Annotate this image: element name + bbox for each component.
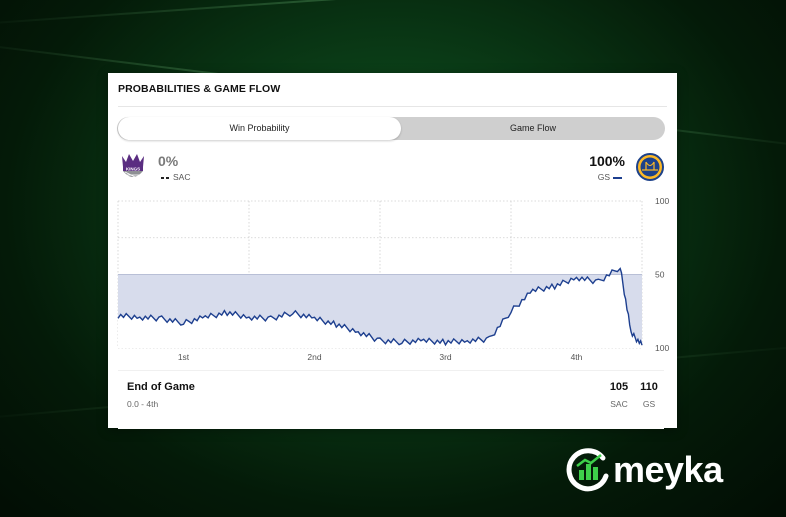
gs-logo [636, 153, 664, 186]
x-quarter-label: 3rd [439, 352, 452, 362]
gs-score: 110 [640, 381, 658, 393]
sac-win-pct: 0% [158, 153, 179, 169]
tab-game-flow[interactable]: Game Flow [509, 123, 556, 133]
probabilities-card: PROBABILITIES & GAME FLOW Win Probabilit… [108, 73, 677, 429]
meyka-brand: meyka [565, 446, 745, 496]
x-quarter-label: 2nd [307, 352, 321, 362]
gs-win-pct: 100% [589, 153, 625, 169]
meyka-logo-icon [566, 448, 609, 492]
win-probability-chart: 100 50 100 1st 2nd 3rd 4th [117, 196, 669, 362]
sac-logo: KINGS [121, 153, 145, 186]
y-tick-label: 100 [655, 343, 669, 353]
x-quarter-label: 4th [571, 352, 583, 362]
sac-abbr: SAC [173, 172, 191, 182]
sac-score-label: SAC [610, 399, 628, 409]
divider [118, 106, 667, 107]
sac-score: 105 [609, 381, 629, 393]
gs-legend: GS [598, 172, 625, 182]
brand-name: meyka [613, 449, 723, 490]
dashed-line-icon [161, 176, 170, 179]
view-toggle: Win Probability Game Flow [117, 117, 665, 140]
game-status: End of Game [127, 381, 195, 393]
game-summary: End of Game 0.0 - 4th 105 SAC 110 GS [118, 370, 664, 429]
gs-score-label: GS [642, 399, 656, 409]
card-title: PROBABILITIES & GAME FLOW [118, 83, 281, 95]
sac-legend: SAC [158, 172, 190, 182]
solid-line-icon [613, 176, 622, 179]
gs-abbr: GS [597, 172, 610, 182]
win-probability-area [118, 268, 642, 346]
sac-logo-text: KINGS [126, 166, 140, 171]
bg-streak [0, 0, 786, 27]
tab-win-probability[interactable]: Win Probability [118, 117, 401, 140]
gs-win-probability-line [117, 267, 643, 347]
game-clock: 0.0 - 4th [127, 399, 159, 409]
x-quarter-label: 1st [178, 352, 190, 362]
y-tick-label: 100 [655, 196, 669, 206]
y-tick-label: 50 [655, 270, 665, 280]
